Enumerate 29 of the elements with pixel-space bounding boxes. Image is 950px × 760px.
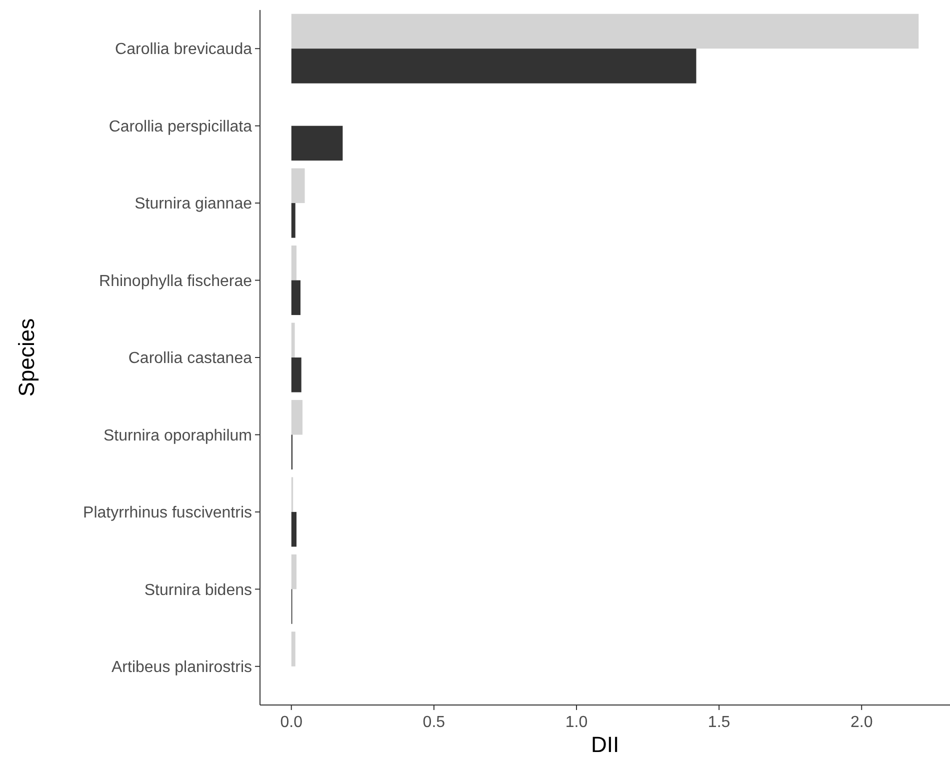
- y-tick-label: Sturnira bidens: [144, 582, 252, 599]
- bar: [291, 632, 296, 666]
- x-tick-label: 1.0: [565, 714, 588, 731]
- y-axis-title: Species: [14, 318, 39, 397]
- y-tick-label: Artibeus planirostris: [112, 658, 252, 676]
- bar: [291, 203, 296, 238]
- x-tick-label: 0.5: [422, 714, 446, 731]
- bar: [291, 48, 696, 84]
- bar: [291, 512, 296, 547]
- bar: [291, 358, 302, 392]
- bar: [291, 554, 296, 590]
- bar: [291, 246, 296, 280]
- x-tick-label: 2.0: [850, 714, 873, 731]
- bar: [291, 400, 302, 435]
- y-tick-label: Platyrrhinus fusciventris: [83, 504, 252, 522]
- y-tick-label: Rhinophylla fischerae: [99, 272, 252, 290]
- bar: [291, 322, 295, 358]
- y-tick-label: Sturnira giannae: [134, 196, 252, 213]
- y-tick-label: Carollia castanea: [128, 350, 252, 368]
- x-axis-title: DII: [590, 732, 620, 757]
- bar: [291, 280, 300, 316]
- x-tick-label: 0.0: [280, 714, 303, 731]
- y-tick-label: Carollia perspicillata: [108, 118, 252, 136]
- bar: [291, 126, 343, 161]
- y-tick-label: Carollia brevicauda: [115, 41, 252, 58]
- bar: [291, 168, 305, 204]
- y-tick-label: Sturnira oporaphilum: [103, 427, 252, 444]
- x-tick-label: 1.5: [708, 714, 730, 731]
- bar: [291, 14, 919, 49]
